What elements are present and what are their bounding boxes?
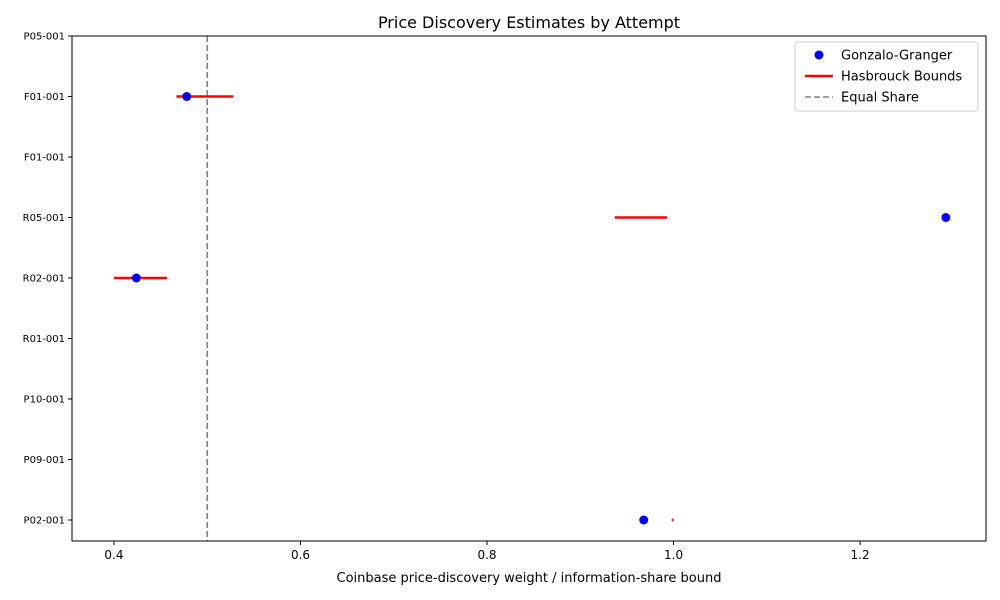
x-tick-label: 0.6 xyxy=(291,548,310,562)
legend-point-symbol xyxy=(814,50,824,60)
y-tick-label: R05-001 xyxy=(23,213,65,224)
y-tick-label: P10-001 xyxy=(24,395,65,406)
legend-box xyxy=(794,41,979,112)
legend: Gonzalo-Granger Hasbrouck Bounds Equal Sha… xyxy=(794,41,979,112)
y-tick-label: R01-001 xyxy=(23,334,65,345)
y-axis: P02-001 P09-001 P10-001 R01-001 R02-001 R05-0… xyxy=(23,32,72,527)
x-axis: 0.4 0.6 0.8 1.0 1.2 xyxy=(104,541,870,562)
y-tick-label: R02-001 xyxy=(23,274,65,285)
legend-label: Gonzalo-Granger xyxy=(841,49,953,64)
gonzalo-granger-point xyxy=(182,92,192,101)
plot-frame xyxy=(71,35,987,542)
legend-label: Equal Share xyxy=(841,91,919,106)
y-tick-label: P05-001 xyxy=(24,32,65,43)
gonzalo-granger-point xyxy=(639,515,649,525)
x-axis-label: Coinbase price-discovery weight / inform… xyxy=(337,571,722,586)
x-tick-label: 1.0 xyxy=(664,548,683,562)
x-tick-label: 1.2 xyxy=(851,548,870,562)
y-tick-label: F01-001 xyxy=(24,153,65,164)
x-tick-label: 0.4 xyxy=(104,548,123,562)
data-marks xyxy=(113,36,951,541)
gonzalo-granger-point xyxy=(941,213,951,222)
y-tick-label: P02-001 xyxy=(24,516,65,527)
x-tick-label: 0.8 xyxy=(477,548,496,562)
chart-title: Price Discovery Estimates by Attempt xyxy=(378,13,680,32)
y-tick-label: F01-001 xyxy=(24,92,65,103)
legend-label: Hasbrouck Bounds xyxy=(841,70,962,85)
gonzalo-granger-point xyxy=(131,273,141,283)
y-tick-label: P09-001 xyxy=(24,455,65,466)
